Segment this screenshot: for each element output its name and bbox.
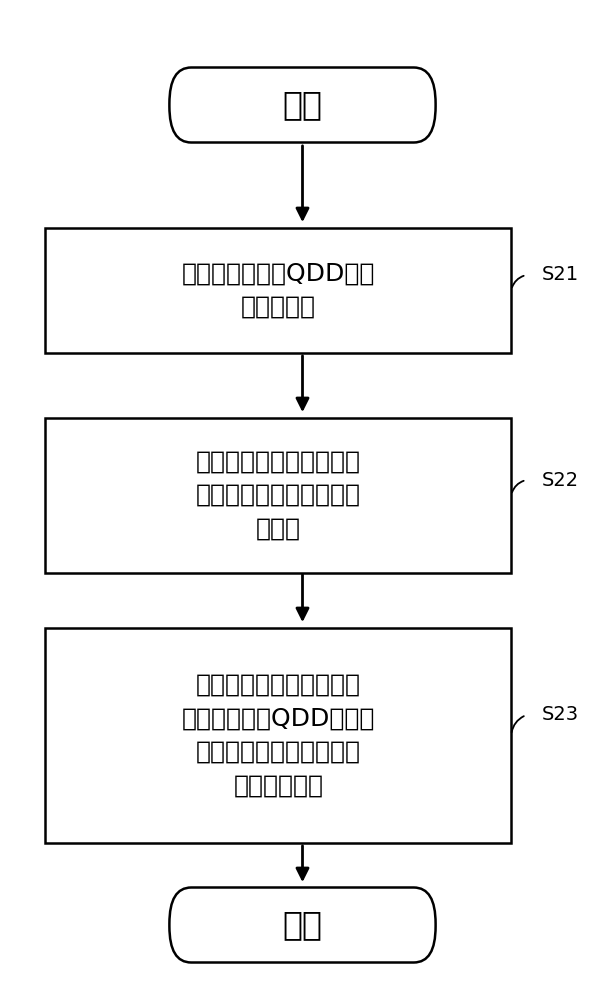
Text: S21: S21 xyxy=(541,265,578,284)
Text: 获取所述无量纲QDD模型
的模型参数: 获取所述无量纲QDD模型 的模型参数 xyxy=(182,261,375,319)
Text: 基于所述指数变换后参数
对所述无量纲QDD模型进
行指数变换处理，获得所
述变换后模型: 基于所述指数变换后参数 对所述无量纲QDD模型进 行指数变换处理，获得所 述变换… xyxy=(182,673,375,797)
FancyBboxPatch shape xyxy=(45,228,511,353)
Text: S22: S22 xyxy=(541,471,578,489)
Text: 对所述模型参数执行指数
变换操作，获得指数变换
后参数: 对所述模型参数执行指数 变换操作，获得指数变换 后参数 xyxy=(196,450,361,540)
Text: 结束: 结束 xyxy=(283,908,322,942)
FancyBboxPatch shape xyxy=(169,888,436,962)
Text: 开始: 开始 xyxy=(283,89,322,121)
FancyBboxPatch shape xyxy=(169,68,436,142)
FancyBboxPatch shape xyxy=(45,418,511,572)
Text: S23: S23 xyxy=(541,706,578,724)
FancyBboxPatch shape xyxy=(45,628,511,842)
